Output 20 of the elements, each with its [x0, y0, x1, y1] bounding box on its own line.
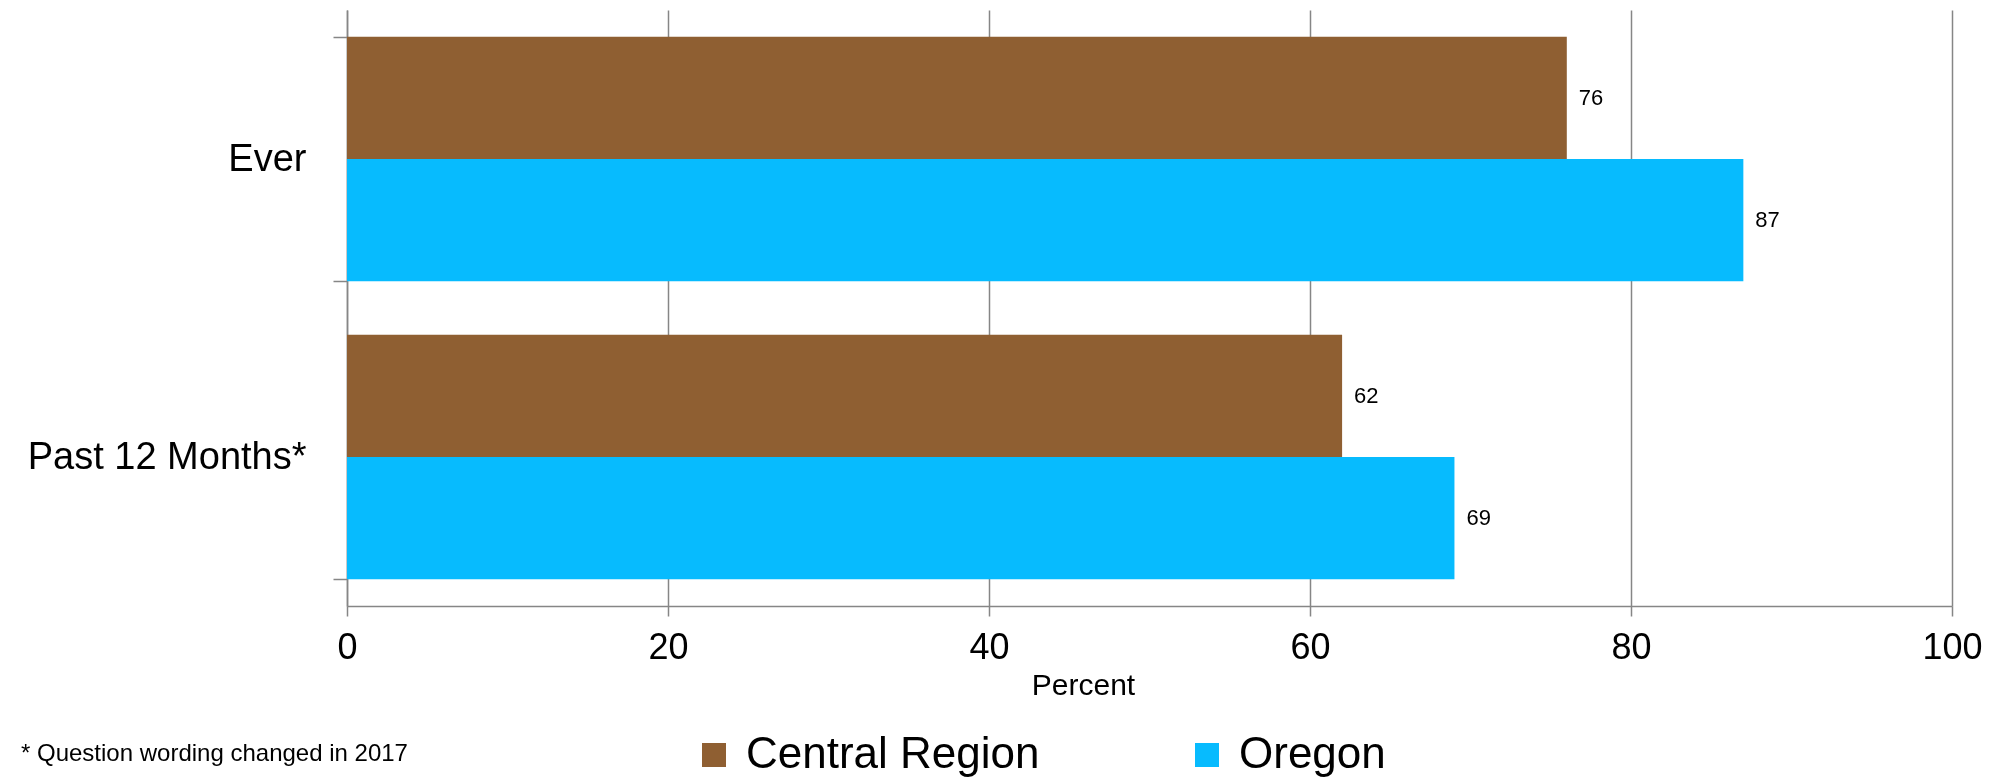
data-label: 69 [1466, 505, 1491, 531]
x-axis-title: Percent [1031, 667, 1136, 701]
data-label: 62 [1354, 382, 1379, 408]
legend-label: Central Region [746, 728, 1040, 777]
x-tick-label: 60 [1290, 625, 1331, 667]
bar [347, 36, 1567, 159]
legend-label: Oregon [1239, 728, 1386, 777]
y-tick-label: Ever [228, 136, 307, 179]
y-tick-label: Past 12 Months* [27, 434, 307, 477]
bar [347, 334, 1343, 457]
x-tick-label: 20 [648, 625, 689, 667]
bar [347, 159, 1744, 282]
data-label: 87 [1755, 207, 1780, 233]
text: * Question wording changed in 2017 [21, 739, 408, 766]
x-tick-label: 0 [337, 625, 358, 667]
x-tick-label: 100 [1922, 625, 1983, 667]
x-tick-label: 40 [969, 625, 1010, 667]
x-tick-label: 80 [1611, 625, 1652, 667]
data-label: 76 [1578, 84, 1604, 110]
bar [347, 457, 1455, 580]
